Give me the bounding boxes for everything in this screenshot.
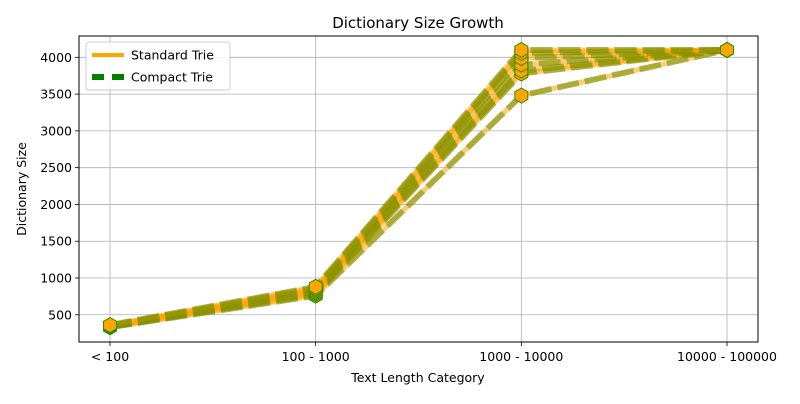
legend: Standard Trie Compact Trie	[85, 41, 231, 91]
chart-title: Dictionary Size Growth	[332, 14, 504, 32]
legend-label-compact-trie: Compact Trie	[131, 70, 213, 85]
x-tick-label: 100 - 1000	[282, 349, 350, 364]
grid-layer	[79, 36, 758, 342]
x-axis-label: Text Length Category	[350, 370, 485, 385]
y-tick-label: 2000	[40, 197, 72, 212]
y-axis-label: Dictionary Size	[14, 142, 29, 236]
y-tick-label: 2500	[40, 160, 72, 175]
x-tick-label: < 100	[91, 349, 129, 364]
data-point-marker	[103, 317, 117, 334]
y-tick-label: 500	[48, 307, 72, 322]
y-ticks: 500 1000 1500 2000 2500 3000 3500 4000	[40, 50, 79, 322]
y-tick-label: 4000	[40, 50, 72, 65]
compact-trie-line	[109, 46, 727, 329]
plot-frame	[78, 35, 759, 343]
x-ticks: < 100 100 - 1000 1000 - 10000 10000 - 10000…	[91, 342, 777, 364]
x-tick-label: 1000 - 10000	[479, 349, 563, 364]
y-tick-label: 3000	[40, 123, 72, 138]
y-tick-label: 3500	[40, 87, 72, 102]
markers-layer	[103, 41, 734, 336]
data-point-marker	[308, 278, 323, 295]
y-tick-label: 1500	[40, 234, 72, 249]
x-tick-label: 10000 - 100000	[677, 349, 777, 364]
data-point-marker	[514, 87, 529, 104]
lines-layer	[109, 46, 728, 331]
y-tick-label: 1000	[40, 271, 72, 286]
data-point-marker	[720, 41, 734, 59]
data-point-marker	[514, 41, 529, 59]
legend-label-standard-trie: Standard Trie	[131, 48, 214, 63]
